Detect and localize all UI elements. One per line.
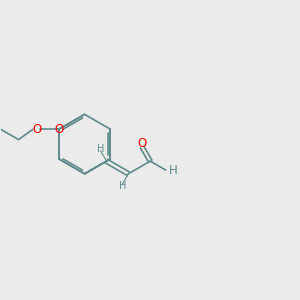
Text: O: O — [32, 123, 41, 136]
Text: H: H — [169, 164, 178, 177]
Text: H: H — [119, 181, 126, 191]
Text: O: O — [137, 137, 147, 150]
Text: O: O — [54, 123, 64, 136]
Text: H: H — [97, 144, 104, 154]
